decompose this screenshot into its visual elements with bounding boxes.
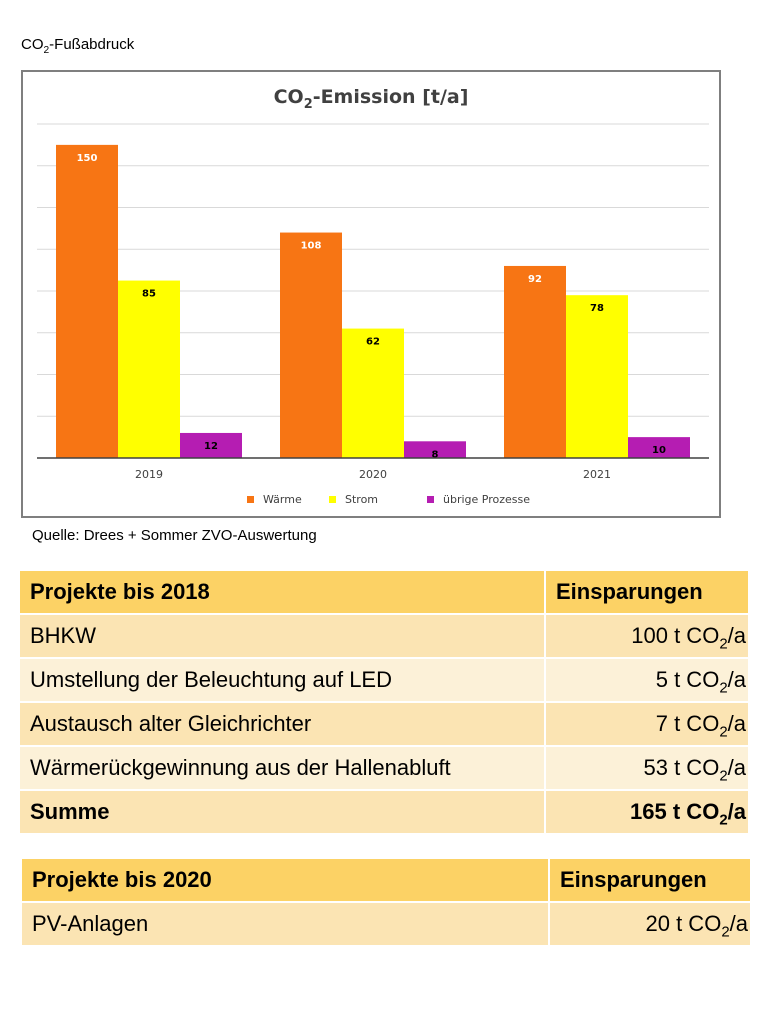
table-row: Austausch alter Gleichrichter 7 t CO2/a — [20, 703, 748, 745]
header-label: Projekte bis 2018 — [20, 571, 544, 613]
source-note: Quelle: Drees + Sommer ZVO-Auswertung — [32, 527, 317, 544]
project-label: Austausch alter Gleichrichter — [20, 703, 544, 745]
data-label: 108 — [301, 241, 322, 252]
table-header-row: Projekte bis 2020 Einsparungen — [22, 859, 750, 901]
bar-chart: 150 85 12 2019 108 62 8 2020 92 78 10 2021 Wärme Stro… — [37, 123, 709, 506]
data-label: 85 — [142, 289, 156, 300]
project-label: Umstellung der Beleuchtung auf LED — [20, 659, 544, 701]
data-label: 8 — [432, 449, 439, 460]
project-label: BHKW — [20, 615, 544, 657]
savings-value: 100 t CO2/a — [546, 615, 748, 657]
chart-title: CO2-Emission [t/a] — [273, 86, 469, 112]
project-label: PV-Anlagen — [22, 903, 548, 945]
projects-2018-table: Projekte bis 2018 Einsparungen BHKW 100 … — [18, 569, 750, 835]
data-label: 150 — [77, 153, 98, 164]
legend-swatch — [329, 496, 336, 503]
bar — [280, 232, 342, 458]
projects-2020-table: Projekte bis 2020 Einsparungen PV-Anlage… — [20, 857, 752, 947]
data-label: 62 — [366, 337, 380, 348]
x-tick-label: 2021 — [583, 468, 611, 481]
page-heading: CO2-Fußabdruck — [21, 36, 135, 56]
legend-swatch — [427, 496, 434, 503]
savings-value: 5 t CO2/a — [546, 659, 748, 701]
bar — [504, 265, 566, 458]
header-label: Projekte bis 2020 — [22, 859, 548, 901]
data-label: 78 — [590, 303, 604, 314]
x-tick-label: 2020 — [359, 468, 387, 481]
table-row: Umstellung der Beleuchtung auf LED 5 t C… — [20, 659, 748, 701]
chart-frame: CO2-Emission [t/a] 150 85 12 2019 108 62 8 2020… — [21, 70, 721, 518]
table-header-row: Projekte bis 2018 Einsparungen — [20, 571, 748, 613]
total-row: Summe 165 t CO2/a — [20, 791, 748, 833]
bar — [566, 295, 628, 458]
project-label: Wärmerückgewinnung aus der Hallenabluft — [20, 747, 544, 789]
savings-value: 53 t CO2/a — [546, 747, 748, 789]
bar — [404, 441, 466, 458]
bar — [180, 432, 242, 458]
savings-value: 20 t CO2/a — [550, 903, 750, 945]
data-label: 10 — [652, 445, 666, 456]
bar — [118, 280, 180, 458]
table-row: PV-Anlagen 20 t CO2/a — [22, 903, 750, 945]
bar — [56, 144, 118, 458]
total-value: 165 t CO2/a — [546, 791, 748, 833]
legend-label: übrige Prozesse — [443, 493, 530, 506]
legend-swatch — [247, 496, 254, 503]
legend-label: Wärme — [263, 493, 302, 506]
table-row: Wärmerückgewinnung aus der Hallenabluft … — [20, 747, 748, 789]
bar — [342, 328, 404, 458]
x-tick-label: 2019 — [135, 468, 163, 481]
table-row: BHKW 100 t CO2/a — [20, 615, 748, 657]
savings-value: 7 t CO2/a — [546, 703, 748, 745]
bar — [628, 437, 690, 458]
legend-label: Strom — [345, 493, 378, 506]
data-label: 92 — [528, 274, 542, 285]
total-label: Summe — [20, 791, 544, 833]
header-value: Einsparungen — [550, 859, 750, 901]
data-label: 12 — [204, 441, 218, 452]
header-value: Einsparungen — [546, 571, 748, 613]
